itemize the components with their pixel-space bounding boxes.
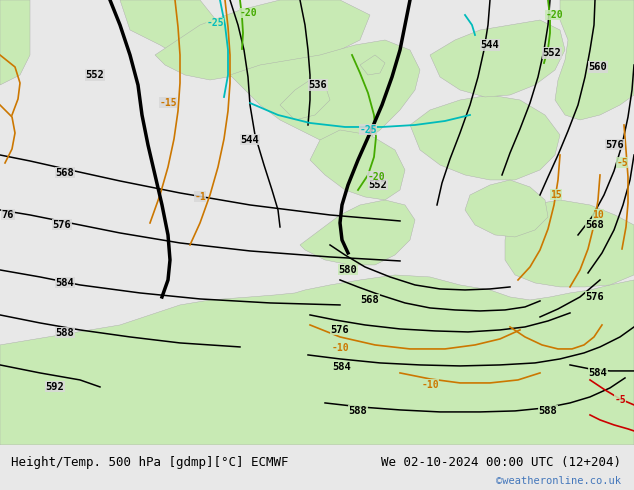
Text: 552: 552 <box>368 180 387 190</box>
Text: -15: -15 <box>159 98 177 108</box>
Text: -1: -1 <box>194 192 206 202</box>
Polygon shape <box>280 80 330 120</box>
Text: -25: -25 <box>206 18 224 28</box>
Text: 588: 588 <box>349 406 367 416</box>
Text: Height/Temp. 500 hPa [gdmp][°C] ECMWF: Height/Temp. 500 hPa [gdmp][°C] ECMWF <box>11 456 289 468</box>
Text: 576: 576 <box>330 325 349 335</box>
Text: -5: -5 <box>614 395 626 405</box>
Polygon shape <box>465 180 548 237</box>
Text: 580: 580 <box>339 265 358 275</box>
Text: 536: 536 <box>309 80 327 90</box>
Text: 568: 568 <box>586 220 604 230</box>
Polygon shape <box>0 275 634 445</box>
Polygon shape <box>430 20 565 97</box>
Text: 544: 544 <box>481 40 500 50</box>
Text: 544: 544 <box>241 135 259 145</box>
Text: 568: 568 <box>361 295 379 305</box>
Text: 552: 552 <box>543 48 561 58</box>
Text: 568: 568 <box>56 168 74 178</box>
Text: -10: -10 <box>421 380 439 390</box>
Text: 576: 576 <box>53 220 72 230</box>
Polygon shape <box>505 200 634 287</box>
Polygon shape <box>230 40 420 145</box>
Polygon shape <box>0 0 30 85</box>
Text: 588: 588 <box>56 328 74 338</box>
Text: -20: -20 <box>545 10 563 20</box>
Polygon shape <box>155 0 370 80</box>
Text: 15: 15 <box>550 190 562 200</box>
Text: -10: -10 <box>331 343 349 353</box>
Text: -5: -5 <box>616 158 628 168</box>
Text: 576: 576 <box>586 292 604 302</box>
Text: 576: 576 <box>605 140 624 150</box>
Text: 588: 588 <box>539 406 557 416</box>
Text: 76: 76 <box>2 210 14 220</box>
Text: We 02-10-2024 00:00 UTC (12+204): We 02-10-2024 00:00 UTC (12+204) <box>381 456 621 468</box>
Text: 10: 10 <box>592 210 604 220</box>
Text: -20: -20 <box>239 8 257 18</box>
Polygon shape <box>300 200 415 265</box>
Polygon shape <box>310 130 405 200</box>
Text: -25: -25 <box>359 125 377 135</box>
Text: -20: -20 <box>367 172 385 182</box>
Polygon shape <box>555 0 634 120</box>
Text: 552: 552 <box>86 70 105 80</box>
Polygon shape <box>120 0 220 60</box>
Polygon shape <box>410 95 560 180</box>
Polygon shape <box>360 55 385 75</box>
Text: 592: 592 <box>46 382 65 392</box>
Text: 584: 584 <box>588 368 607 378</box>
Text: ©weatheronline.co.uk: ©weatheronline.co.uk <box>496 476 621 487</box>
Text: 584: 584 <box>333 362 351 372</box>
Text: 560: 560 <box>588 62 607 72</box>
Text: 584: 584 <box>56 278 74 288</box>
